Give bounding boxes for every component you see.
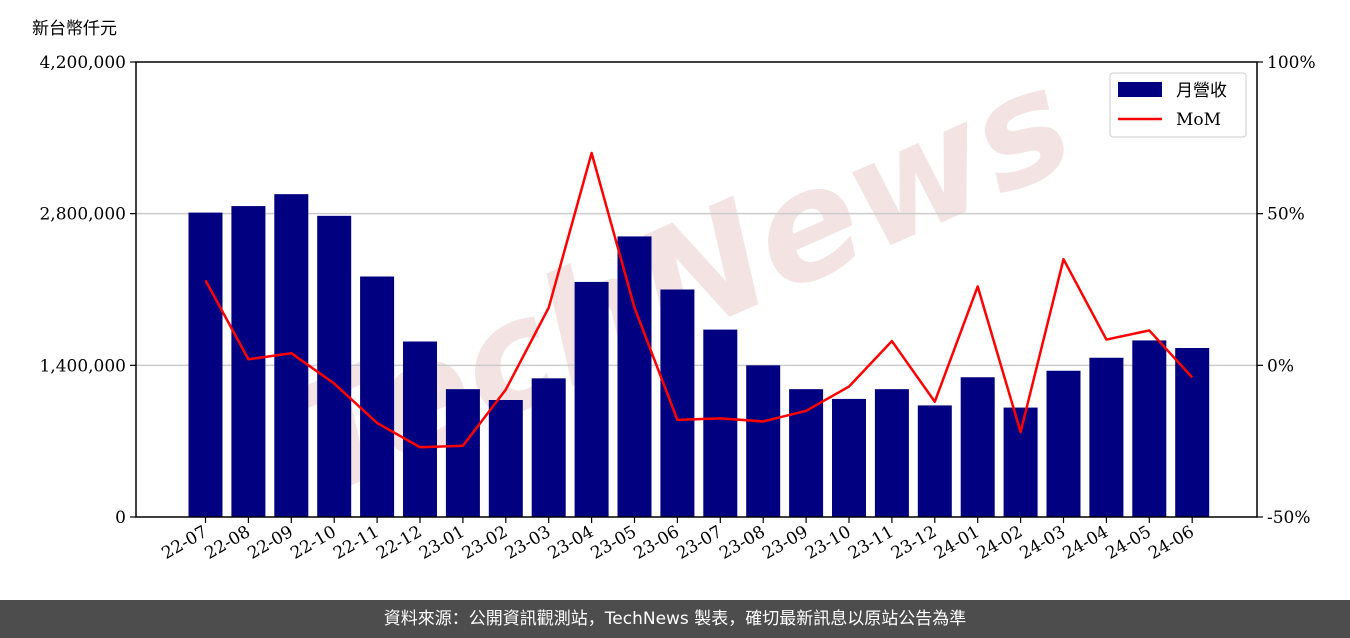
bar [1175,348,1210,517]
x-tick-label: 24-04 [1059,522,1111,564]
line-series [204,151,1194,449]
x-tick-label: 23-10 [802,522,854,564]
x-tick-label: 23-08 [716,522,768,564]
left-tick-label: 2,800,000 [39,205,126,225]
bar [1089,357,1124,517]
x-tick-label: 22-09 [244,522,296,564]
legend: 月營收 MoM [1109,72,1247,138]
x-tick-label: 23-11 [845,522,897,564]
x-tick-label: 23-03 [502,522,554,564]
x-tick-label: 22-12 [373,522,425,564]
bar [445,389,480,517]
bar [832,398,866,517]
bar [874,389,909,517]
left-tick-label: 1,400,000 [39,356,126,376]
x-tick-label: 24-02 [974,522,1026,564]
right-tick-label: 0% [1267,356,1294,376]
x-tick-label: 24-06 [1145,522,1197,564]
x-tick-label: 23-04 [545,522,597,564]
bar [1003,407,1038,517]
left-tick-label: 4,200,000 [39,53,126,73]
bar [917,405,952,517]
bar-series [188,194,1210,518]
x-tick-label: 23-07 [673,522,725,564]
x-tick-label: 23-09 [759,522,811,564]
bar [403,341,437,517]
x-tick-label: 23-06 [630,522,682,564]
x-tick-label: 22-10 [287,522,339,564]
bar [188,212,223,518]
x-tick-label: 23-05 [588,522,640,564]
x-tick-label: 24-01 [931,522,983,564]
bar [531,378,566,517]
x-tick-label: 23-01 [416,522,468,564]
bar [617,236,652,517]
bar [1132,340,1167,517]
bar [746,365,781,517]
left-tick-label: 0 [115,508,126,528]
source-footer: 資料來源：公開資訊觀測站，TechNews 製表，確切最新訊息以原站公告為準 [0,600,1350,638]
mom-line [204,151,1194,449]
bar [789,389,824,517]
legend-swatch-bar [1118,82,1162,97]
bar [317,215,352,518]
bar [660,289,695,517]
right-tick-label: 50% [1267,205,1305,225]
bar [1046,370,1081,517]
x-tick-label: 24-05 [1102,522,1154,564]
chart: TechNews 01,400,0002,800,0004,200,000-50… [39,34,1316,564]
bar [360,276,395,517]
plot-frame [135,61,1258,518]
legend-label-bar: 月營收 [1176,81,1227,101]
bar [960,377,995,517]
right-tick-label: 100% [1267,53,1316,73]
y-axis-unit-label: 新台幣仟元 [32,19,117,39]
bar [703,329,738,517]
x-tick-label: 24-03 [1017,522,1069,564]
x-tick-label: 22-08 [201,522,253,564]
right-tick-label: -50% [1267,508,1311,528]
bar [574,281,609,517]
x-tick-label: 23-12 [888,522,940,564]
legend-label-line: MoM [1176,110,1221,130]
bar [488,400,523,517]
x-tick-label: 23-02 [459,522,511,564]
bar [231,206,266,518]
x-tick-label: 22-07 [159,522,211,564]
